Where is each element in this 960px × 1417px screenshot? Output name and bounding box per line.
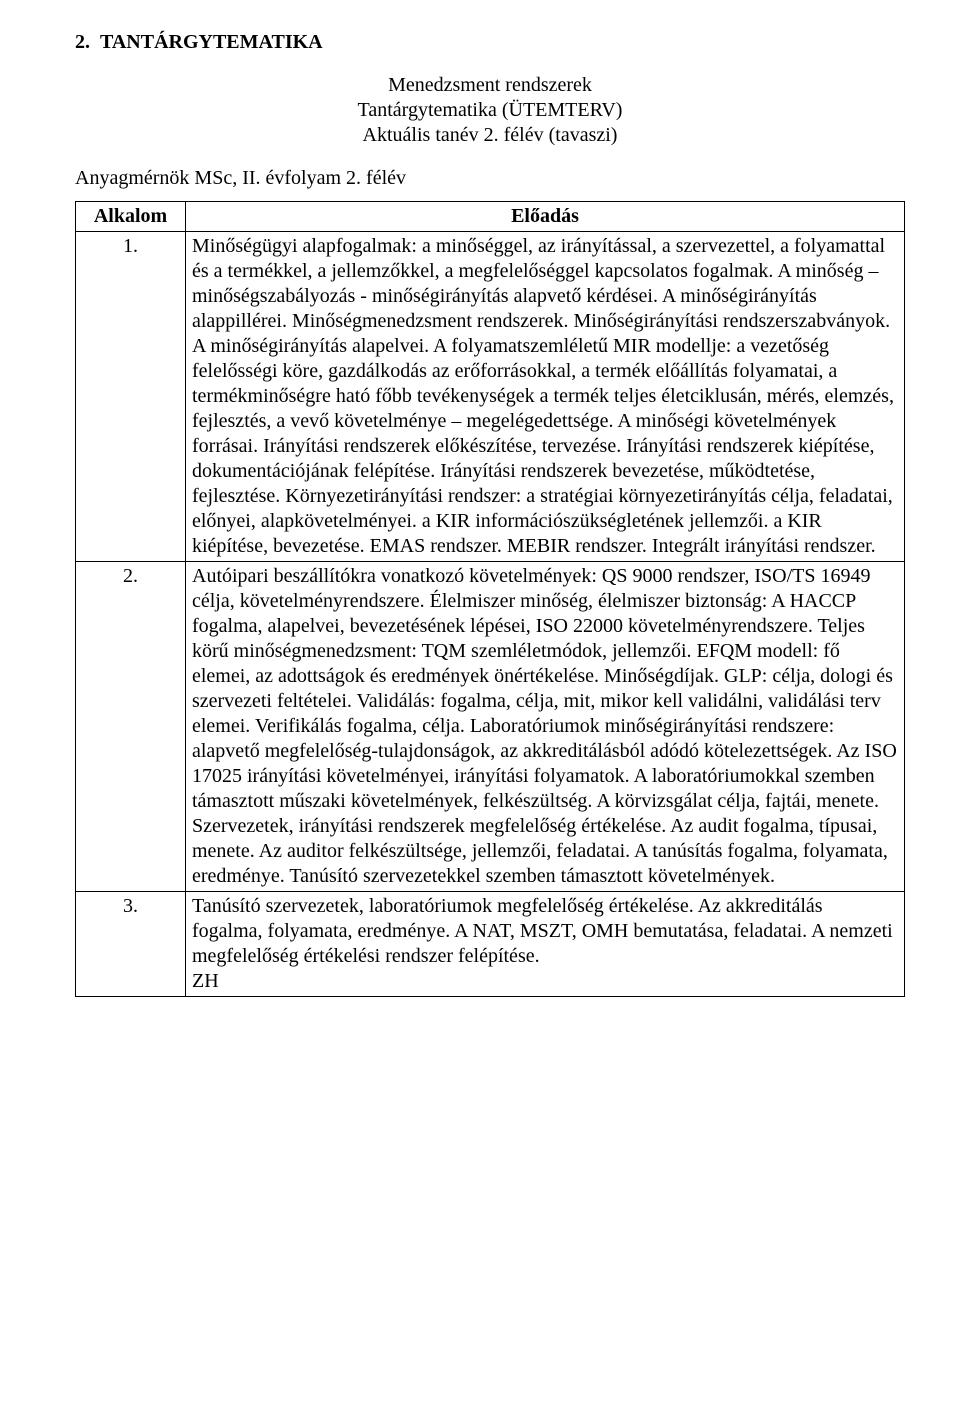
row-body: Autóipari beszállítókra vonatkozó követe… <box>186 562 905 892</box>
col-header-eloadas: Előadás <box>186 202 905 232</box>
document-title-block: Menedzsment rendszerek Tantárgytematika … <box>75 73 905 148</box>
schedule-table: Alkalom Előadás 1. Minőségügyi alapfogal… <box>75 201 905 997</box>
row-body: Tanúsító szervezetek, laboratóriumok meg… <box>186 892 905 997</box>
document-page: 2. TANTÁRGYTEMATIKA Menedzsment rendszer… <box>0 0 960 1037</box>
row-number: 3. <box>76 892 186 997</box>
col-header-alkalom: Alkalom <box>76 202 186 232</box>
section-heading: 2. TANTÁRGYTEMATIKA <box>75 30 905 55</box>
title-line-3: Aktuális tanév 2. félév (tavaszi) <box>75 123 905 148</box>
title-line-1: Menedzsment rendszerek <box>75 73 905 98</box>
row-body: Minőségügyi alapfogalmak: a minőséggel, … <box>186 232 905 562</box>
table-header-row: Alkalom Előadás <box>76 202 905 232</box>
row-number: 1. <box>76 232 186 562</box>
subline: Anyagmérnök MSc, II. évfolyam 2. félév <box>75 166 905 191</box>
table-row: 1. Minőségügyi alapfogalmak: a minőségge… <box>76 232 905 562</box>
title-line-2: Tantárgytematika (ÜTEMTERV) <box>75 98 905 123</box>
table-row: 3. Tanúsító szervezetek, laboratóriumok … <box>76 892 905 997</box>
table-row: 2. Autóipari beszállítókra vonatkozó köv… <box>76 562 905 892</box>
row-number: 2. <box>76 562 186 892</box>
